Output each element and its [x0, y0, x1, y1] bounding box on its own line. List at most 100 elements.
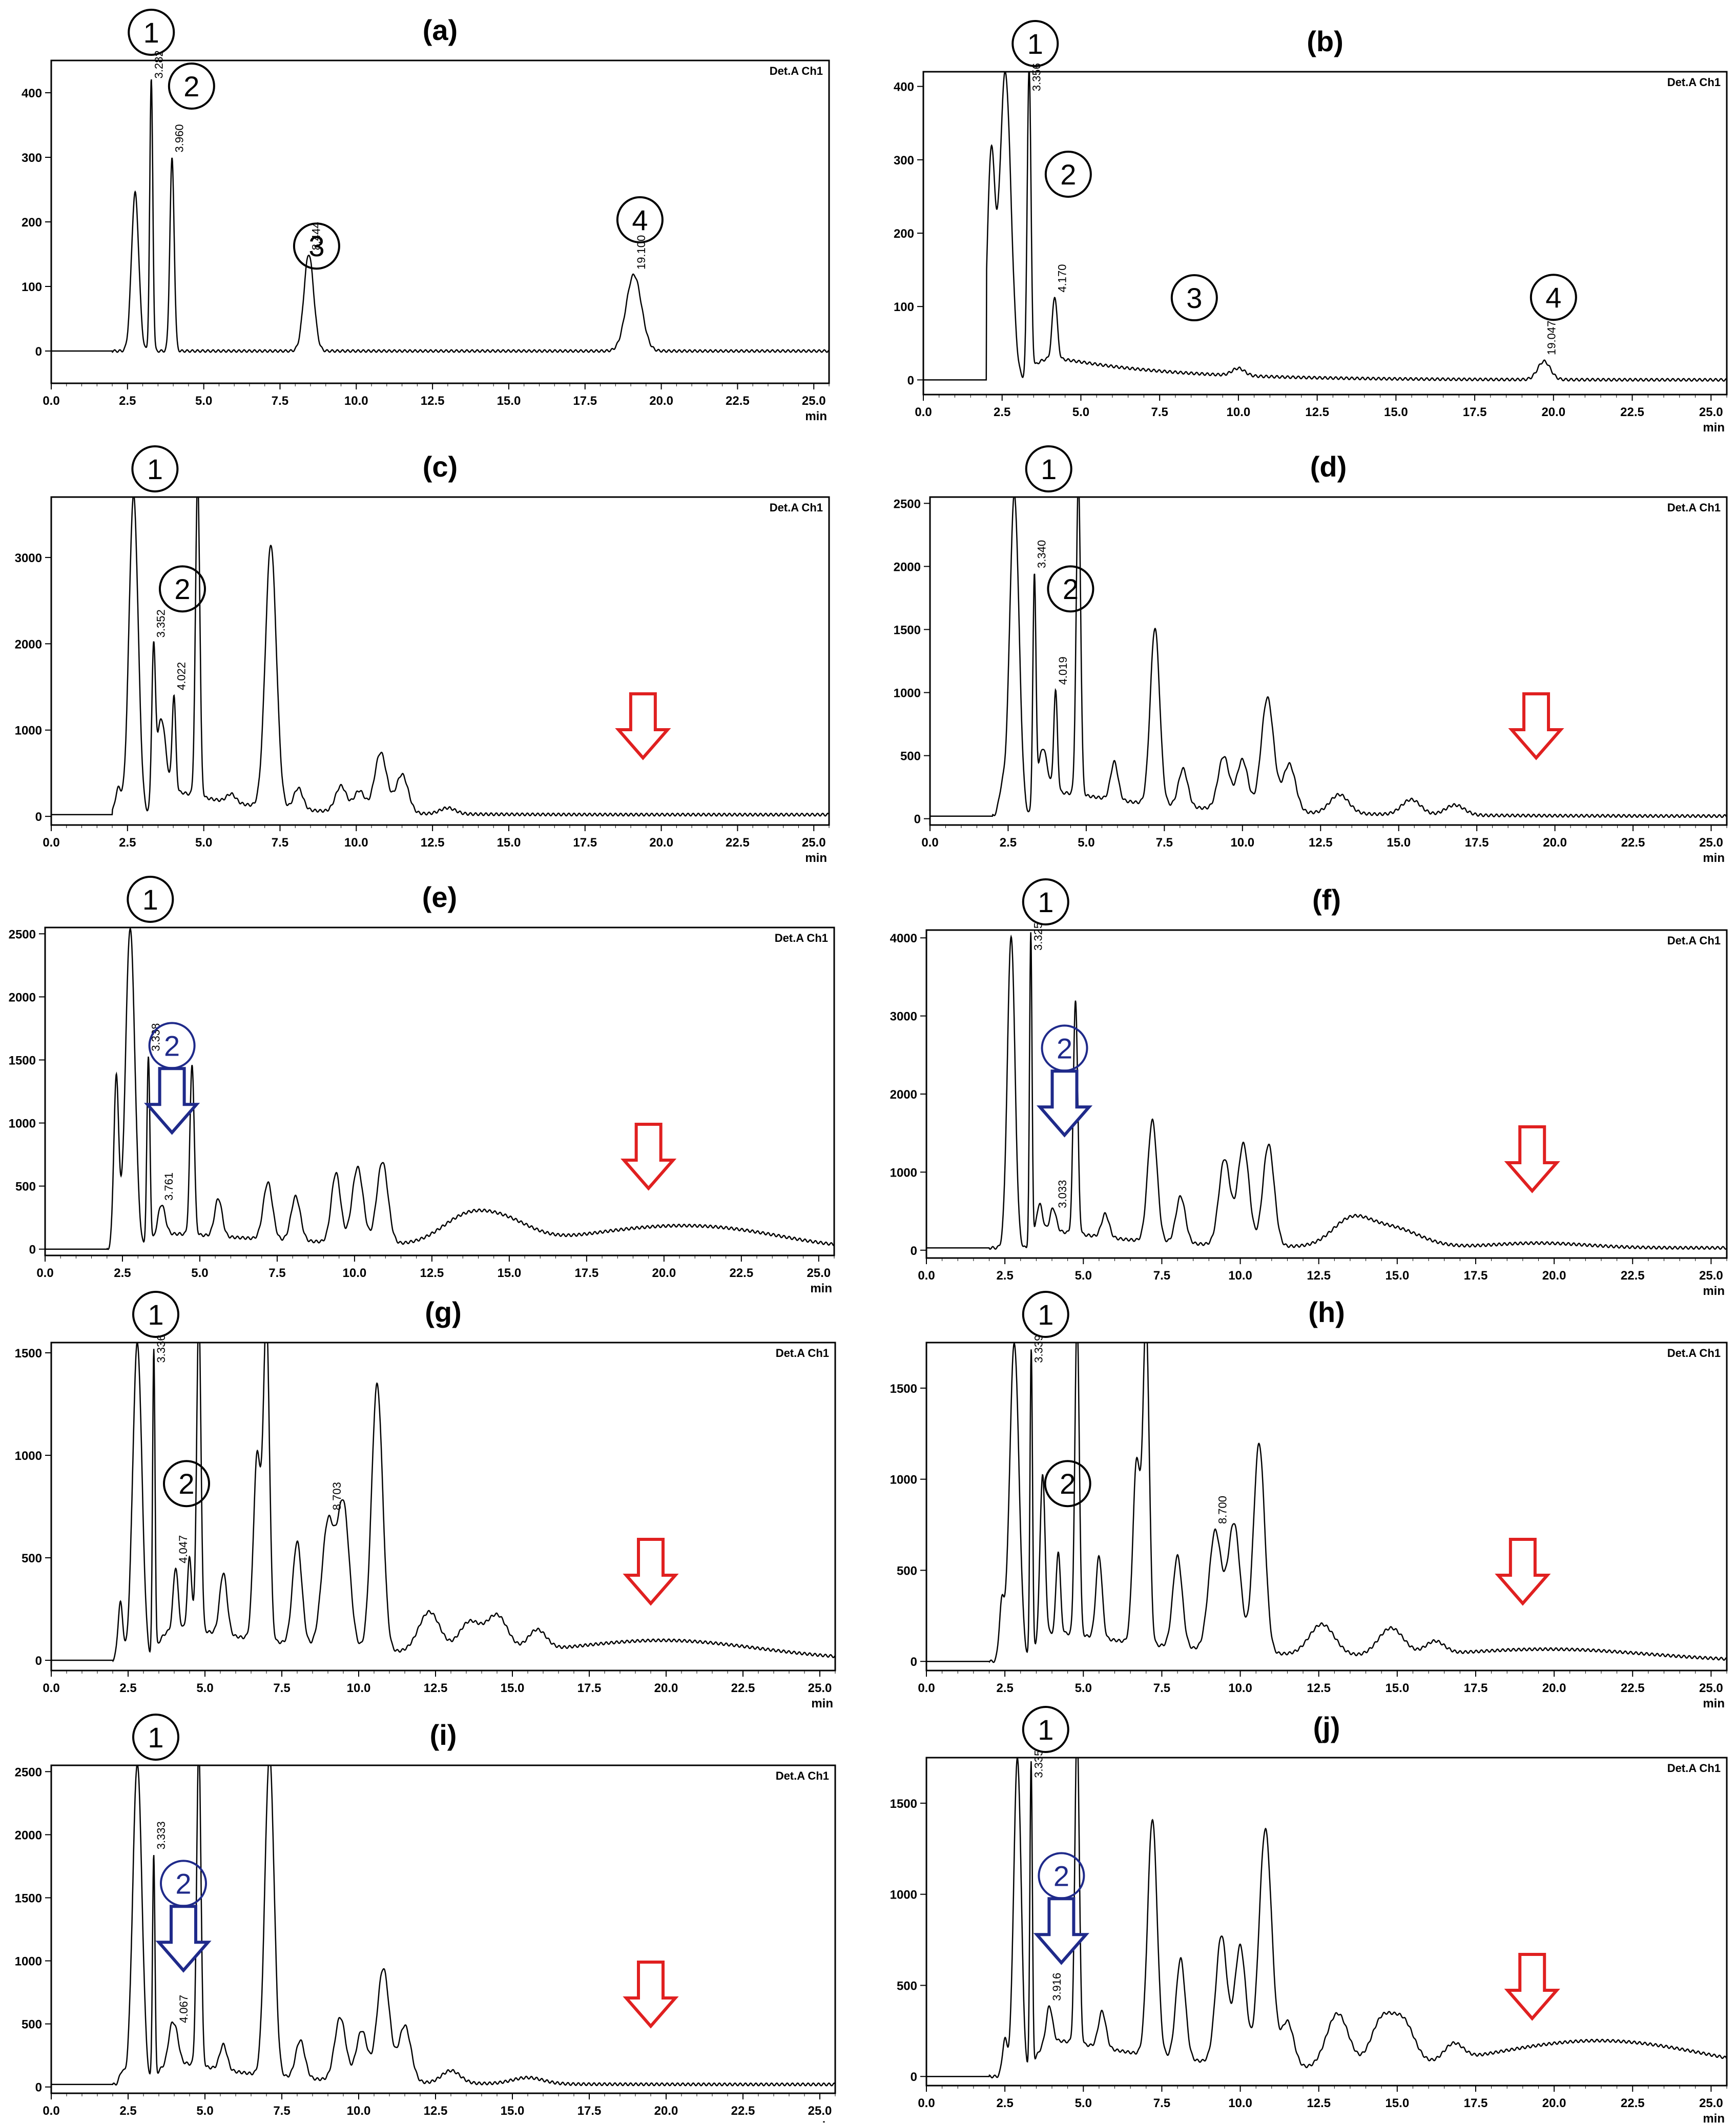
compound-marker-1: 1 [127, 876, 174, 923]
compound-marker-2: 2 [160, 1860, 207, 1907]
x-unit-label: min [1703, 2112, 1725, 2123]
compound-circle [127, 876, 174, 923]
compound-marker-1: 1 [1011, 20, 1059, 67]
x-unit-label: min [810, 1282, 832, 1295]
x-unit-label: min [805, 409, 827, 423]
panel-title: (j) [1313, 1711, 1340, 1743]
y-tick-label: 0 [911, 2070, 917, 2084]
y-tick-label: 0 [35, 2081, 42, 2095]
retention-time-label: 3.033 [1056, 1180, 1069, 1208]
x-tick-label: 10.0 [343, 1266, 367, 1280]
x-tick-label: 10.0 [347, 2104, 371, 2118]
compound-number: 1 [143, 16, 159, 49]
x-tick-label: 7.5 [273, 1681, 290, 1695]
x-tick-label: 0.0 [918, 1269, 935, 1283]
compound-marker-4: 4 [616, 196, 664, 243]
compound-circle [1022, 878, 1069, 925]
y-tick-label: 1500 [894, 623, 921, 637]
panel-title: (g) [425, 1296, 462, 1328]
y-tick-label: 500 [897, 1979, 917, 1993]
y-tick-label: 500 [900, 750, 921, 764]
compound-number: 2 [1057, 1032, 1072, 1064]
retention-time-label: 4.019 [1057, 656, 1069, 685]
x-tick-label: 25.0 [808, 1681, 832, 1695]
compound-number: 1 [147, 453, 163, 485]
retention-time-label: 3.339 [1032, 1335, 1045, 1363]
chromatogram-trace [51, 1343, 835, 1662]
compound-circle [168, 63, 215, 110]
x-tick-label: 5.0 [196, 2104, 213, 2118]
x-tick-label: 5.0 [196, 1681, 213, 1695]
y-tick-label: 0 [914, 813, 921, 827]
x-tick-label: 0.0 [915, 405, 932, 419]
x-tick-label: 12.5 [1307, 1269, 1331, 1283]
blue-arrow-marker [144, 1067, 200, 1135]
x-tick-label: 2.5 [996, 2096, 1013, 2110]
retention-time-label: 3.335 [1032, 1750, 1045, 1778]
detector-label: Det.A Ch1 [776, 1769, 829, 1782]
compound-circle [131, 445, 179, 492]
x-tick-label: 22.5 [726, 836, 750, 850]
compound-number: 1 [1038, 886, 1053, 918]
panel-title: (b) [1307, 25, 1344, 57]
retention-time-label: 3.960 [173, 124, 186, 152]
x-tick-label: 12.5 [1307, 1681, 1331, 1695]
x-tick-label: 12.5 [1307, 2096, 1331, 2110]
y-tick-label: 0 [29, 1243, 36, 1257]
retention-time-label: 8.700 [1216, 1496, 1229, 1524]
x-tick-label: 15.0 [501, 2104, 525, 2118]
red-arrow-marker [623, 1538, 679, 1606]
y-tick-label: 3000 [15, 551, 42, 565]
panel-title: (f) [1312, 883, 1341, 916]
x-unit-label: min [1703, 1697, 1725, 1710]
chromatogram-trace [926, 1343, 1727, 1663]
compound-marker-3: 3 [1170, 274, 1218, 322]
x-tick-label: 0.0 [918, 1681, 935, 1695]
red-arrow-marker [1508, 692, 1564, 760]
retention-time-label: 3.761 [162, 1172, 175, 1201]
red-arrow-marker [1504, 1125, 1560, 1193]
x-tick-label: 20.0 [654, 2104, 678, 2118]
plot-frame [925, 929, 1728, 1259]
chart-panel-g: (g) Det.A Ch1 0.0 2.5 5.0 7.5 10.0 12.5 15.0 17.5… [15, 1291, 836, 1710]
x-tick-label: 2.5 [1000, 836, 1017, 850]
y-tick-label: 2000 [9, 991, 36, 1004]
compound-circle [132, 1714, 179, 1761]
red-arrow-marker [1504, 1953, 1560, 2021]
y-tick-label: 4000 [890, 932, 917, 945]
y-tick-label: 2000 [894, 560, 921, 574]
x-tick-label: 2.5 [119, 836, 136, 850]
compound-circle [1022, 1706, 1069, 1753]
y-tick-label: 0 [911, 1655, 917, 1669]
x-tick-label: 17.5 [1463, 405, 1487, 419]
compound-circle [293, 222, 340, 270]
x-tick-label: 12.5 [1309, 836, 1333, 850]
compound-marker-2: 2 [1047, 565, 1094, 613]
red-arrow-marker [615, 692, 671, 760]
y-tick-label: 200 [894, 227, 914, 241]
y-tick-label: 100 [894, 300, 914, 314]
compound-number: 3 [308, 230, 324, 262]
chart-panel-j: (j) Det.A Ch1 0.0 2.5 5.0 7.5 10.0 12.5 15.0 17.5… [890, 1706, 1728, 2123]
compound-number: 1 [1038, 1714, 1053, 1746]
x-tick-label: 12.5 [421, 836, 445, 850]
x-tick-label: 17.5 [575, 1266, 599, 1280]
y-tick-label: 0 [35, 810, 42, 824]
x-tick-label: 22.5 [731, 2104, 755, 2118]
chromatogram-trace [930, 497, 1727, 818]
detector-label: Det.A Ch1 [770, 65, 823, 77]
chromatogram-trace [51, 497, 829, 817]
x-tick-label: 17.5 [577, 2104, 602, 2118]
x-tick-label: 25.0 [807, 1266, 831, 1280]
chart-panel-b: (b) Det.A Ch1 0.0 2.5 5.0 7.5 10.0 12.5 15.0 17.5… [894, 20, 1728, 435]
x-tick-label: 7.5 [268, 1266, 285, 1280]
compound-marker-1: 1 [132, 1714, 179, 1761]
y-tick-label: 0 [911, 1244, 917, 1258]
panel-title: (i) [430, 1719, 457, 1751]
plot-frame [922, 71, 1728, 396]
x-tick-label: 25.0 [802, 394, 826, 408]
compound-number: 2 [1063, 573, 1079, 605]
x-tick-label: 25.0 [802, 836, 826, 850]
y-tick-label: 1000 [15, 1449, 42, 1463]
